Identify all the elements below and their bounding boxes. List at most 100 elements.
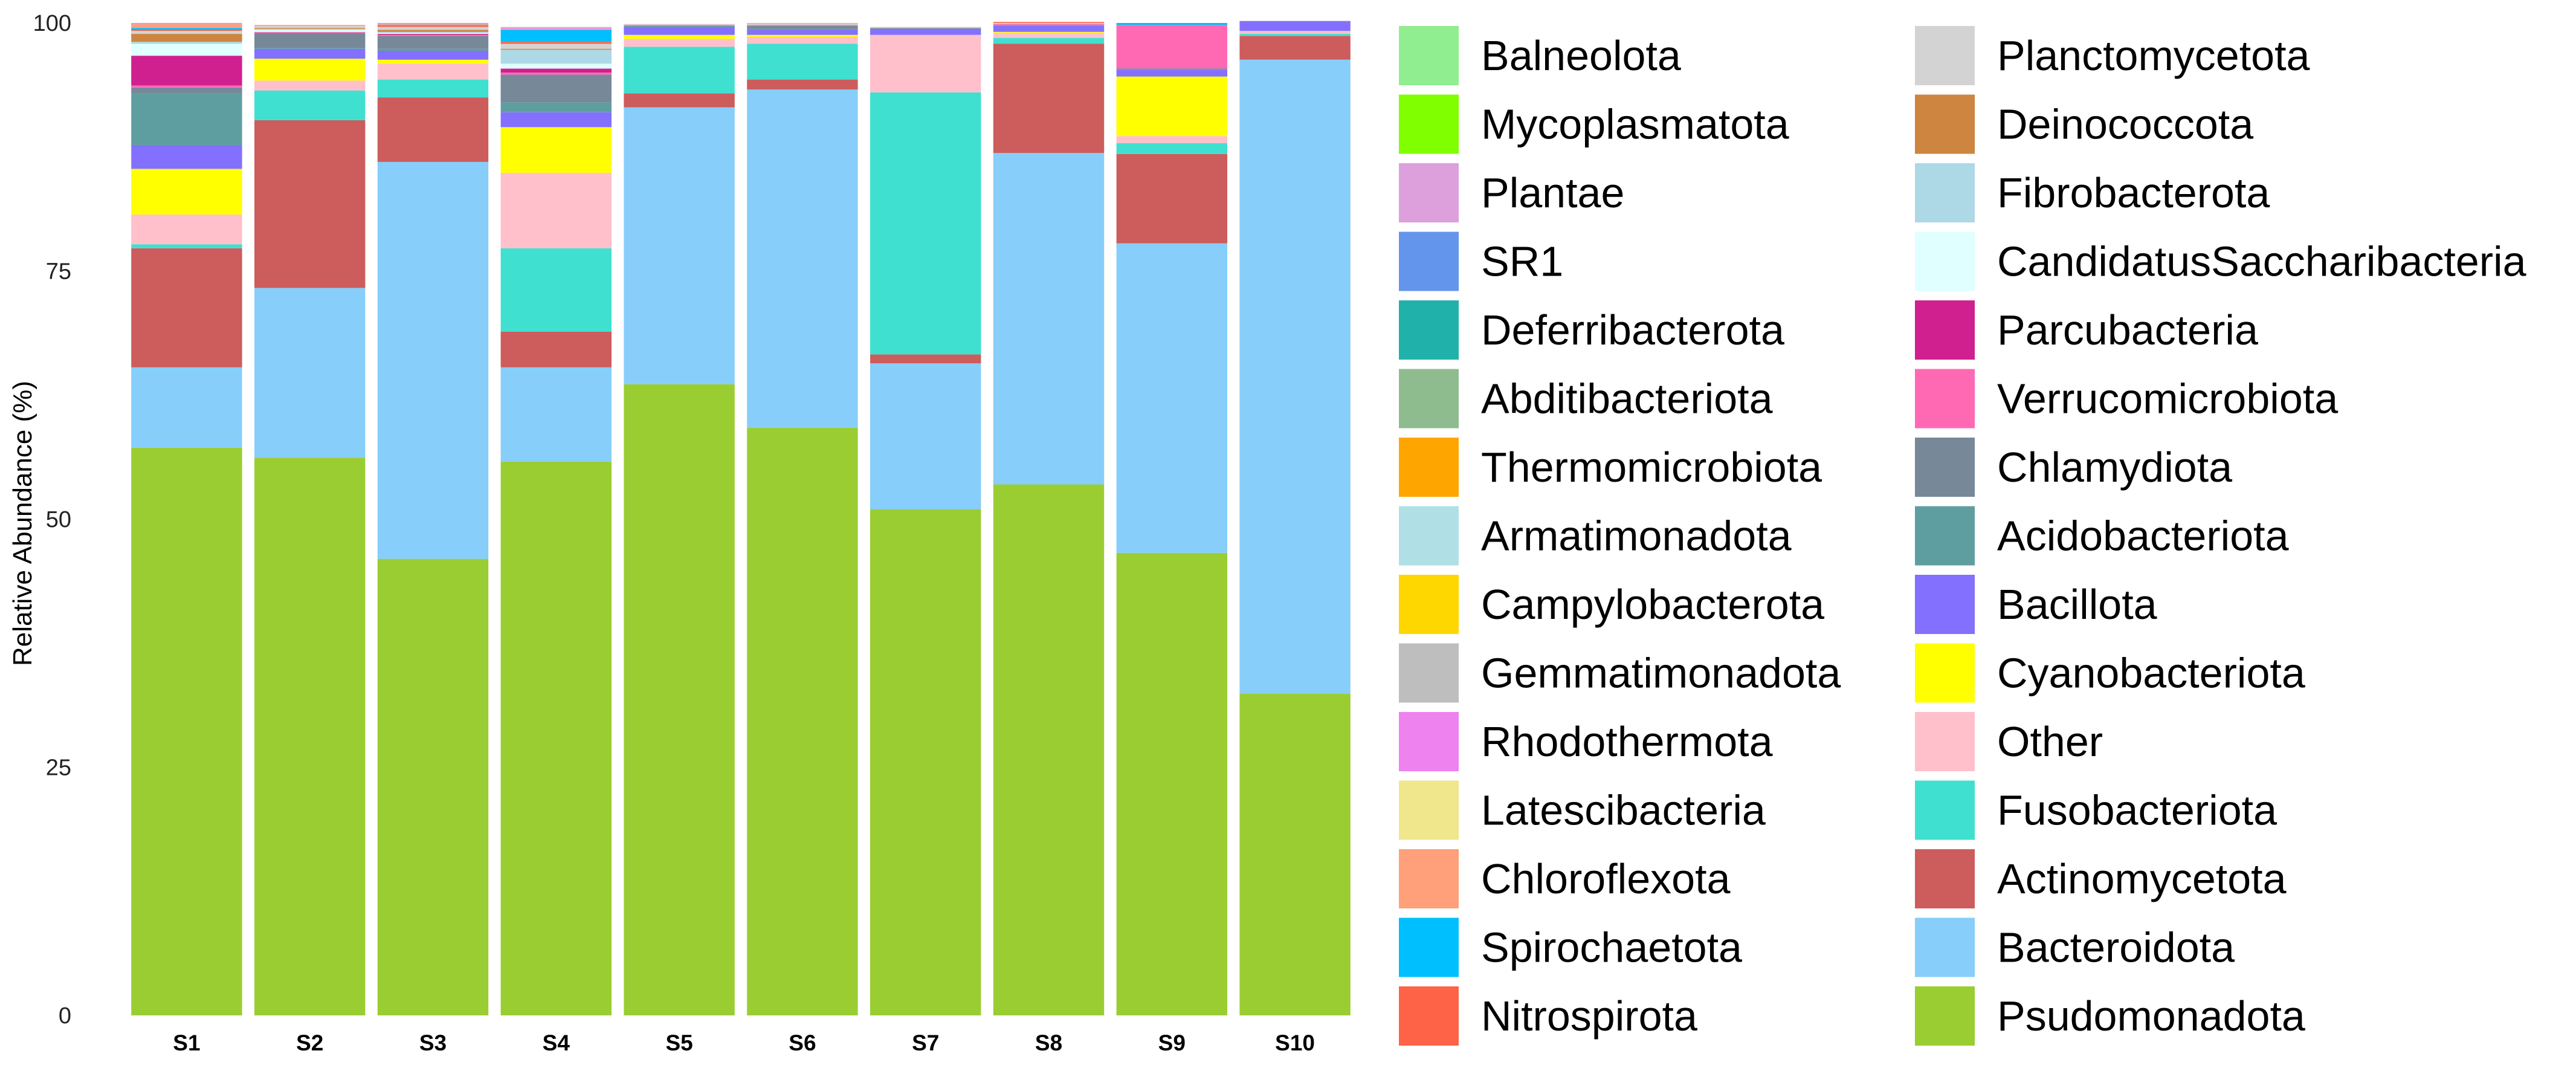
bar-segment-s6-verrucomicrobiota	[747, 25, 858, 26]
bar-segment-s4-fusobacteriota	[500, 248, 612, 332]
bar-segment-s1-candidatussaccharibacteria	[131, 44, 242, 56]
legend-item-balneolota: Balneolota	[1395, 22, 1681, 89]
bar-segment-s6-other	[747, 36, 858, 44]
legend-swatch-deinococcota	[1911, 91, 1978, 158]
legend-label-nitrospirota: Nitrospirota	[1481, 992, 1697, 1040]
bar-segment-s9-other	[1116, 136, 1228, 143]
legend-item-chlamydiota: Chlamydiota	[1911, 434, 2232, 500]
bar-stack-s8	[993, 22, 1105, 1015]
bar-segment-s9-psudomonadota	[1116, 552, 1228, 1015]
legend-label-other: Other	[1997, 718, 2103, 765]
bar-stack-s10	[1239, 21, 1351, 1015]
bar-segment-s5-bacillota	[624, 27, 735, 35]
legend-label-acidobacteriota: Acidobacteriota	[1997, 513, 2289, 560]
legend-item-other: Other	[1911, 708, 2103, 775]
legend-swatch-actinomycetota	[1911, 846, 1978, 912]
bar-segment-s10-bacillota	[1239, 21, 1351, 31]
bar-segment-s8-planctomycetota	[993, 23, 1105, 24]
legend-swatch-bacteroidota	[1911, 914, 1978, 981]
bar-stack-s4	[500, 27, 612, 1015]
legend-item-nitrospirota: Nitrospirota	[1395, 983, 1697, 1049]
bar-segment-s3-cyanobacteriota	[377, 59, 489, 64]
legend: Balneolota Mycoplasmatota Plantae SR1 Deferr…	[1395, 22, 2526, 1049]
bar-segment-s1-chlamydiota	[131, 87, 242, 94]
x-tick-label-s9: S9	[1158, 1031, 1186, 1055]
bar-segment-s10-other	[1239, 31, 1351, 34]
bar-segment-s5-acidobacteriota	[624, 25, 735, 27]
legend-item-fibrobacterota: Fibrobacterota	[1911, 160, 2270, 226]
legend-item-rhodothermota: Rhodothermota	[1395, 708, 1773, 775]
legend-label-sr1: SR1	[1481, 238, 1563, 285]
bar-segment-s5-cyanobacteriota	[624, 34, 735, 39]
legend-swatch-acidobacteriota	[1911, 502, 1978, 569]
bar-segment-s4-other	[500, 172, 612, 248]
bar-segment-s6-actinomycetota	[747, 79, 858, 90]
legend-swatch-chlamydiota	[1911, 434, 1978, 500]
legend-swatch-bacillota	[1911, 571, 1978, 638]
bar-segment-s9-acidobacteriota	[1116, 68, 1228, 70]
legend-label-candidatussaccharibacteria: CandidatusSaccharibacteria	[1997, 238, 2526, 285]
legend-label-verrucomicrobiota: Verrucomicrobiota	[1997, 375, 2338, 422]
legend-item-cyanobacteriota: Cyanobacteriota	[1911, 639, 2305, 707]
bar-segment-s8-cyanobacteriota	[993, 31, 1105, 33]
bar-segment-s6-bacillota	[747, 30, 858, 35]
bar-segment-s6-acidobacteriota	[747, 28, 858, 30]
bar-segment-s4-chlamydiota	[500, 74, 612, 103]
bar-segment-s2-planctomycetota	[254, 25, 366, 28]
legend-label-balneolota: Balneolota	[1481, 32, 1681, 79]
bar-segment-s6-cyanobacteriota	[747, 34, 858, 37]
bar-segment-s3-actinomycetota	[377, 97, 489, 162]
bar-segment-s2-chloroflexota	[254, 25, 366, 26]
bar-segment-s3-planctomycetota	[377, 27, 489, 30]
legend-item-chloroflexota: Chloroflexota	[1395, 846, 1731, 912]
legend-label-cyanobacteriota: Cyanobacteriota	[1997, 650, 2305, 697]
legend-swatch-other	[1911, 708, 1978, 775]
bar-segment-s1-psudomonadota	[131, 447, 242, 1015]
bar-segment-s3-parcubacteria	[377, 34, 489, 35]
bar-segment-s2-candidatussaccharibacteria	[254, 30, 366, 32]
legend-swatch-verrucomicrobiota	[1911, 365, 1978, 432]
bar-segment-s1-parcubacteria	[131, 56, 242, 86]
bar-segment-s1-other	[131, 214, 242, 245]
bar-segment-s7-other	[870, 34, 981, 92]
bar-segment-s4-deinococcota	[500, 48, 612, 50]
bar-stack-s1	[131, 23, 242, 1015]
bar-segment-s3-nitrospirota	[377, 25, 489, 27]
legend-swatch-candidatussaccharibacteria	[1911, 228, 1978, 295]
legend-item-sr1: SR1	[1395, 228, 1563, 295]
legend-swatch-abditibacteriota	[1395, 365, 1462, 432]
bar-segment-s3-bacillota	[377, 50, 489, 60]
bar-segment-s9-bacillota	[1116, 70, 1228, 77]
legend-label-thermomicrobiota: Thermomicrobiota	[1481, 444, 1822, 491]
bar-segment-s8-bacteroidota	[993, 153, 1105, 485]
legend-swatch-psudomonadota	[1911, 983, 1978, 1049]
legend-swatch-armatimonadota	[1395, 502, 1462, 569]
bar-segment-s3-chlamydiota	[377, 36, 489, 49]
legend-item-actinomycetota: Actinomycetota	[1911, 846, 2287, 912]
bar-segment-s3-fibrobacterota	[377, 31, 489, 33]
bar-segment-s8-nitrospirota	[993, 22, 1105, 23]
legend-item-gemmatimonadota: Gemmatimonadota	[1395, 639, 1841, 707]
bar-segment-s10-psudomonadota	[1239, 693, 1351, 1015]
bar-segment-s4-rhodothermota	[500, 28, 612, 29]
bar-segment-s4-bacteroidota	[500, 367, 612, 462]
bar-segment-s7-bacillota	[870, 28, 981, 35]
bar-segment-s2-verrucomicrobiota	[254, 31, 366, 33]
legend-item-campylobacterota: Campylobacterota	[1395, 571, 1824, 638]
bar-segment-s4-gemmatimonadota	[500, 27, 612, 28]
bar-segment-s5-bacteroidota	[624, 107, 735, 384]
legend-item-mycoplasmatota: Mycoplasmatota	[1395, 91, 1789, 158]
legend-label-bacillota: Bacillota	[1997, 581, 2157, 628]
bar-segment-s1-fibrobacterota	[131, 42, 242, 44]
legend-label-spirochaetota: Spirochaetota	[1481, 924, 1742, 971]
bar-segment-s2-chlamydiota	[254, 33, 366, 48]
bar-segment-s2-acidobacteriota	[254, 48, 366, 49]
bar-segment-s7-chlamydiota	[870, 28, 981, 29]
bar-segment-s6-psudomonadota	[747, 427, 858, 1015]
legend-item-planctomycetota: Planctomycetota	[1911, 22, 2310, 89]
legend-swatch-thermomicrobiota	[1395, 434, 1462, 500]
bar-segment-s1-bacteroidota	[131, 367, 242, 448]
legend-swatch-planctomycetota	[1911, 22, 1978, 89]
bar-segment-s3-chloroflexota	[377, 24, 489, 25]
